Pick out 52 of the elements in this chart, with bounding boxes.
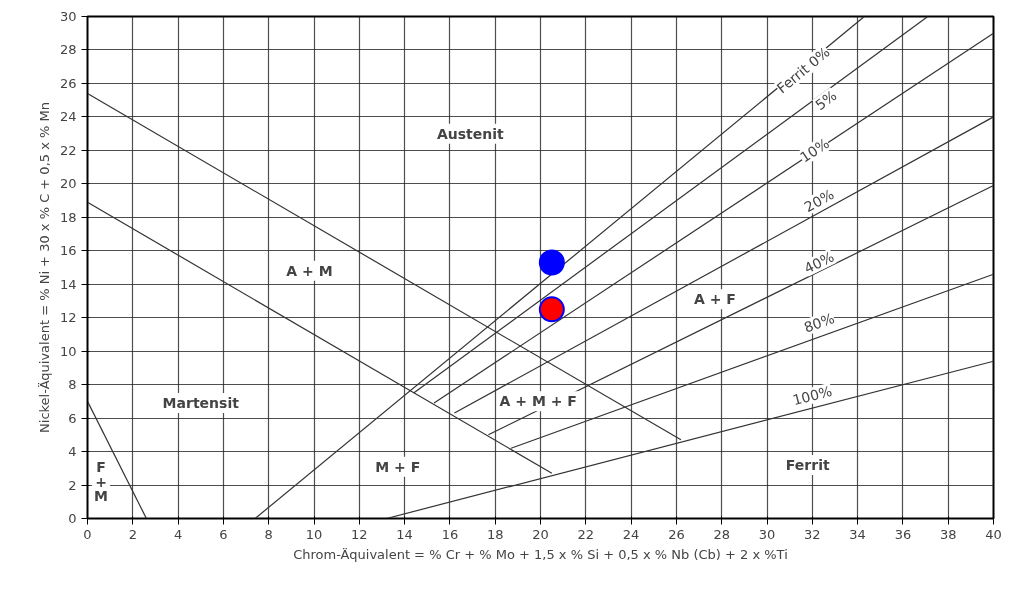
y-tick-label: 30 — [59, 9, 77, 24]
x-tick-label: 32 — [804, 526, 821, 542]
y-tick-label: 22 — [59, 142, 77, 158]
y-axis-title: Nickel-Äquivalent = % Ni + 30 x % C + 0,5 x % Mn — [36, 102, 52, 433]
x-tick-label: 22 — [577, 526, 595, 542]
annotation: 80% — [801, 309, 837, 336]
y-tick-label: 0 — [68, 511, 77, 526]
y-tick-label: 4 — [68, 444, 77, 460]
x-tick-label: 36 — [894, 526, 912, 542]
y-tick-label: 12 — [59, 310, 77, 326]
x-tick-label: 38 — [939, 526, 957, 542]
annotation: 10% — [797, 135, 832, 166]
x-tick-label: 14 — [396, 526, 413, 542]
x-tick-label: 16 — [441, 526, 459, 542]
annotation: M + F — [375, 458, 421, 475]
y-tick-label: 26 — [59, 75, 77, 91]
y-tick-label: 10 — [59, 343, 77, 359]
annotation: 5% — [812, 87, 840, 114]
x-tick-label: 8 — [264, 526, 273, 542]
annotation: A + M — [286, 262, 333, 279]
annotation: 40% — [801, 248, 837, 277]
x-tick-label: 0 — [83, 526, 92, 542]
y-tick-label: 2 — [68, 477, 77, 493]
x-tick-label: 2 — [128, 526, 137, 542]
annotation: A + F — [693, 291, 736, 308]
annotation: A + M + F — [499, 393, 577, 410]
x-tick-label: 10 — [305, 526, 323, 542]
y-tick-label: 18 — [59, 209, 77, 225]
y-tick-label: 28 — [59, 42, 77, 58]
x-tick-label: 12 — [351, 526, 368, 542]
y-tick-label: 14 — [59, 276, 77, 292]
y-tick-label: 16 — [59, 243, 77, 259]
x-tick-label: 20 — [532, 526, 549, 542]
x-tick-label: 4 — [173, 526, 183, 542]
x-tick-label: 18 — [486, 526, 504, 542]
annotation: Martensit — [162, 395, 240, 412]
x-tick-label: 40 — [985, 526, 1002, 542]
x-axis-title: Chrom-Äquivalent = % Cr + % Mo + 1,5 x % Si + 0,5 x % Nb (Cb) + 2 x %Ti — [293, 546, 788, 562]
x-tick-label: 6 — [219, 526, 228, 542]
y-tick-label: 20 — [59, 176, 77, 192]
y-tick-label: 6 — [68, 410, 77, 426]
annotation: Austenit — [436, 125, 504, 142]
x-tick-label: 30 — [758, 526, 776, 542]
x-tick-label: 34 — [849, 526, 866, 542]
y-tick-label: 8 — [68, 377, 77, 393]
annotation: F + M — [94, 459, 109, 505]
x-tick-label: 28 — [713, 526, 730, 542]
y-tick-label: 24 — [59, 109, 77, 125]
x-tick-label: 26 — [668, 526, 685, 542]
annotation: 100% — [790, 382, 834, 409]
annotation: Ferrit — [785, 456, 830, 473]
x-tick-label: 24 — [622, 526, 640, 542]
